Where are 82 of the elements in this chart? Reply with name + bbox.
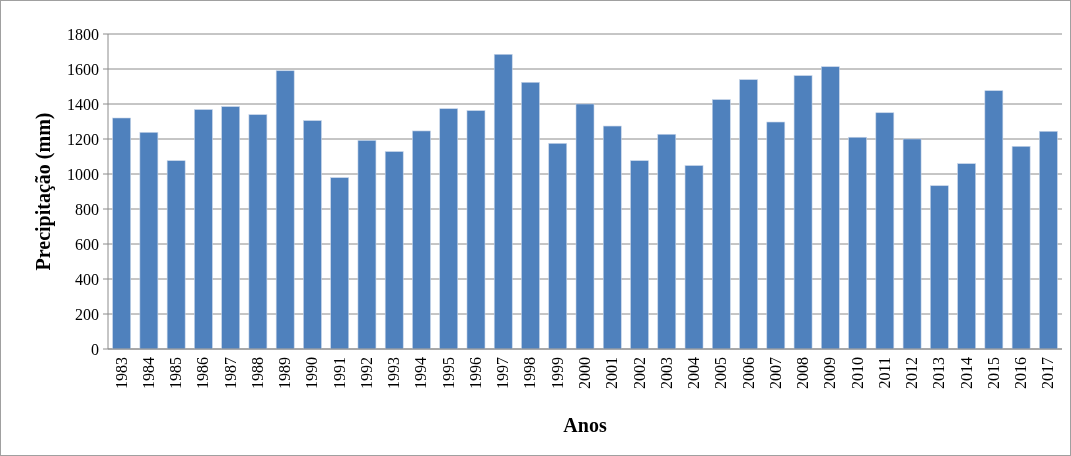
bar [112,117,131,350]
x-tick-label: 2000 [576,357,593,389]
bar [630,160,649,350]
x-tick-label: 1987 [221,357,239,389]
x-tick-label: 2002 [630,357,648,389]
x-tick-label: 2016 [1012,357,1030,389]
y-tick-label: 0 [91,340,99,358]
bar [657,133,677,350]
bar [330,177,349,350]
bar [848,136,867,350]
bar [957,163,976,350]
bar [221,106,240,350]
bar [1039,131,1058,350]
bar [575,103,595,350]
bar [357,140,377,350]
x-tick-label: 1988 [248,357,266,389]
x-tick-label: 2006 [739,357,757,389]
x-tick-label: 2004 [685,357,703,389]
x-tick-label: 2011 [875,357,893,389]
bar [275,70,295,350]
x-tick-label: 2012 [903,357,921,389]
bar [739,79,758,350]
x-tick-label: 1999 [548,357,566,389]
y-tick-label: 1800 [67,25,99,43]
x-tick-label: 2017 [1039,357,1057,389]
bar [902,138,922,350]
y-tick-label: 800 [75,200,99,218]
x-tick-label: 1983 [112,357,130,389]
x-tick-label: 1995 [439,357,457,389]
x-tick-label: 1996 [466,357,484,389]
y-tick-label: 1000 [67,165,99,183]
bar [248,114,268,350]
x-tick-label: 1998 [521,357,539,389]
bar [1011,146,1031,350]
bar [930,185,949,350]
x-tick-label: 2013 [930,357,948,389]
x-tick-label: 1994 [412,357,430,389]
x-tick-label: 2007 [766,357,784,389]
x-tick-label: 1986 [194,357,212,389]
bar [684,165,704,350]
bar [194,109,213,350]
x-tick-label: 1990 [303,357,321,389]
x-tick-label: 1989 [276,357,294,389]
bar [439,108,459,350]
x-axis-title: Anos [563,414,607,436]
x-tick-label: 1984 [139,357,157,389]
x-tick-label: 2015 [984,357,1002,389]
x-tick-label: 1991 [330,357,348,389]
x-tick-label: 1992 [357,357,375,389]
x-tick-label: 1997 [494,357,512,389]
bar [984,90,1004,350]
y-tick-label: 1600 [67,60,99,78]
y-tick-label: 400 [75,270,99,288]
y-axis-title: Precipitação (mm) [32,112,55,271]
bar [521,82,540,350]
bar [303,120,322,350]
bar [412,130,431,350]
y-tick-label: 600 [75,235,99,253]
bar [493,54,513,350]
bar [821,66,840,350]
y-tick-label: 200 [75,305,99,323]
x-tick-label: 1993 [385,357,403,389]
x-tick-label: 2003 [657,357,675,389]
y-tick-label: 1400 [67,95,99,113]
x-tick-label: 2008 [794,357,812,389]
bar [766,121,786,350]
y-tick-label: 1200 [67,130,99,148]
bar [466,110,486,350]
x-tick-label: 2010 [848,357,866,389]
x-tick-label: 1985 [167,357,185,389]
bar [166,160,186,350]
bar [548,143,568,350]
bar [384,151,404,350]
x-tick-label: 2001 [603,357,621,389]
bar [139,132,159,350]
bar [793,75,813,350]
x-tick-label: 2014 [957,357,975,389]
x-tick-label: 2009 [821,357,839,389]
bar [875,112,895,350]
x-tick-label: 2005 [712,357,730,389]
bar [711,99,731,350]
bar [602,125,622,350]
